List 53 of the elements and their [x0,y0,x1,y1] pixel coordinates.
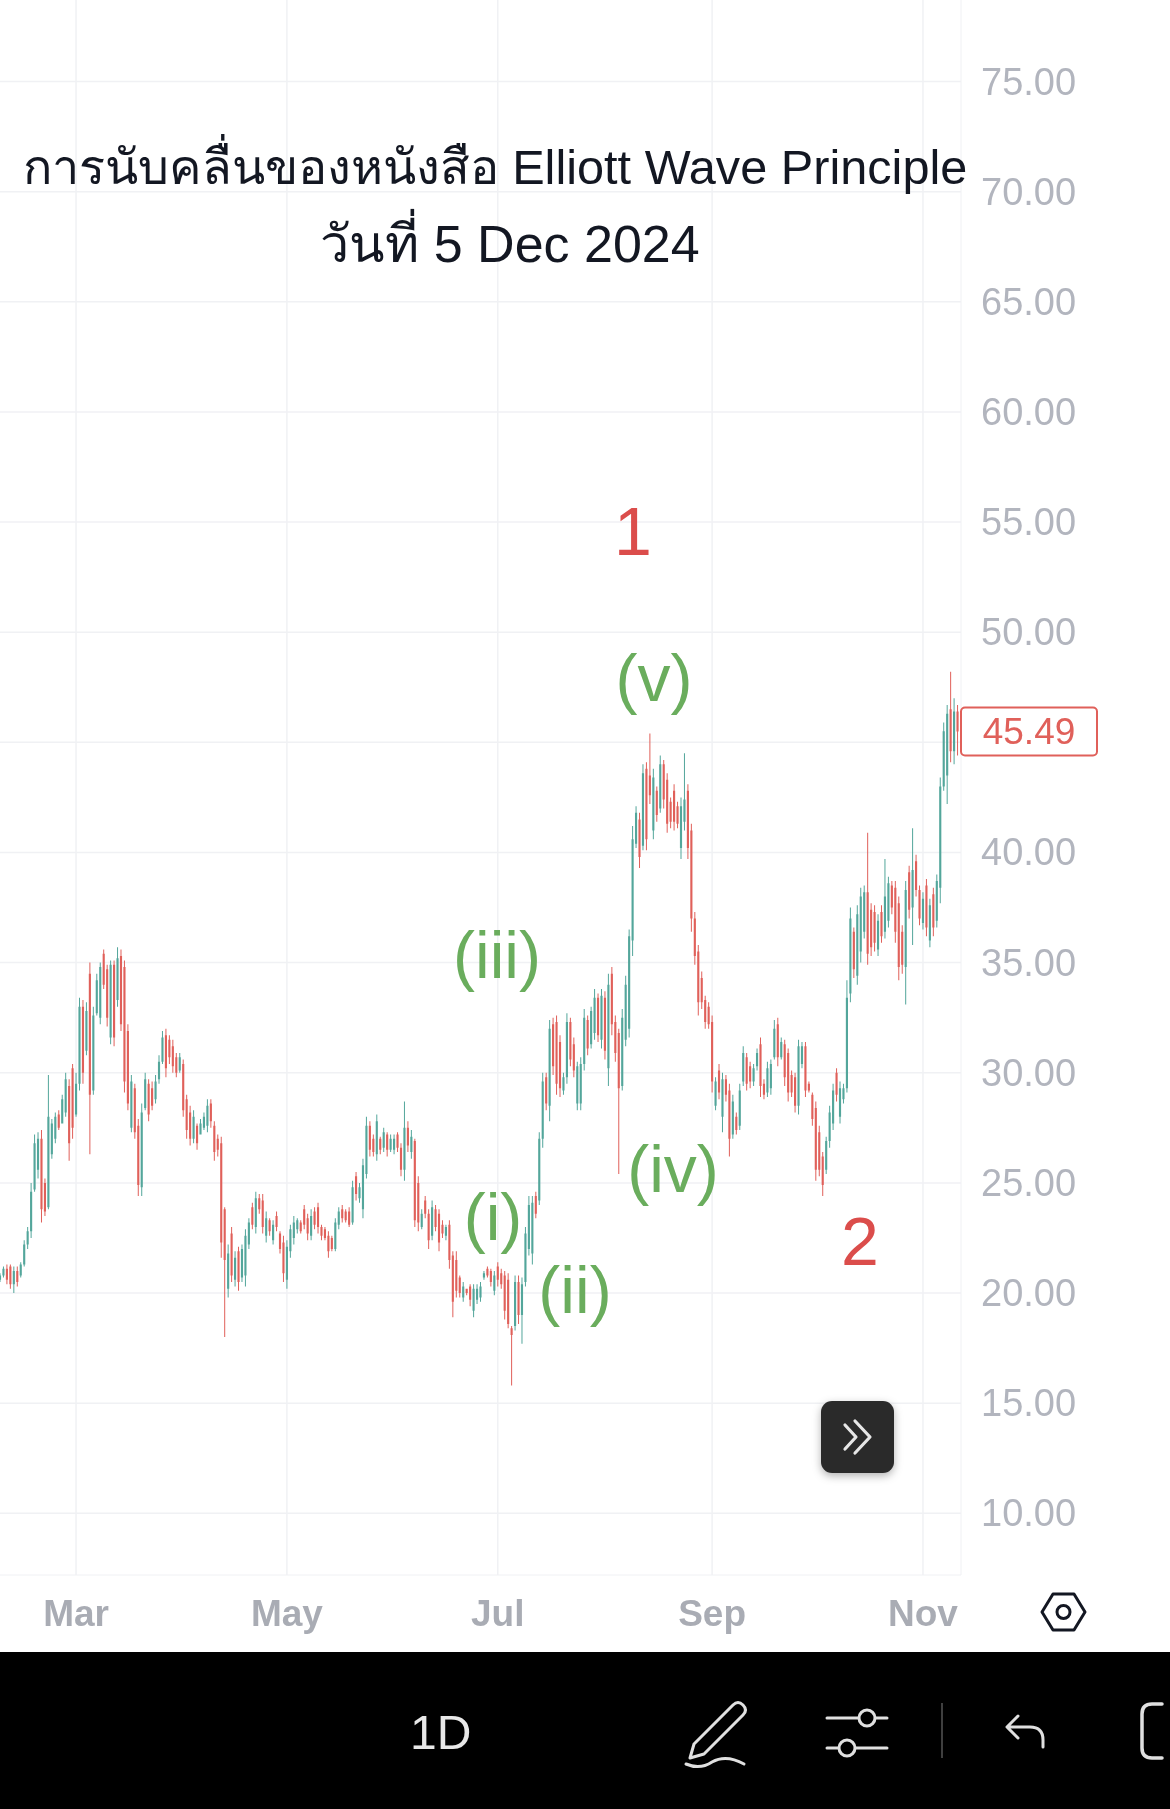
y-tick-label: 75.00 [981,60,1077,103]
candlestick [275,1211,278,1232]
y-tick-label: 60.00 [981,390,1077,433]
x-tick-label: Sep [678,1592,747,1634]
candlestick [797,1039,800,1115]
y-tick-label: 25.00 [981,1161,1077,1204]
annotation: 1 [614,493,652,569]
candlestick [714,1077,717,1111]
y-tick-label: 50.00 [981,611,1077,654]
text: การนับคลื่นของหนังสือ Elliott Wave Principle [22,134,968,194]
annotation: (ii) [538,1253,612,1327]
candlestick [721,1072,724,1133]
candlestick [2,1266,5,1278]
candlestick [804,1041,807,1097]
price-label: 45.49 [960,706,1098,757]
candlestick [759,1037,762,1097]
y-tick-label: 20.00 [981,1272,1077,1315]
x-tick-label: Jul [471,1592,525,1634]
y-tick-label: 15.00 [981,1382,1077,1425]
candlestick [116,947,119,1007]
annotation: 2 [841,1203,879,1279]
candlestick [835,1068,838,1102]
candlestick [600,989,603,1049]
x-tick-label: Mar [43,1592,109,1634]
candlestick [517,1275,520,1324]
annotation: (v) [615,641,693,715]
annotation: 45.49 [982,711,1076,753]
candlestick [956,704,959,756]
candlestick [638,812,641,868]
candlestick [925,878,928,937]
y-tick-label: 30.00 [981,1051,1077,1094]
candlestick [40,1130,43,1223]
text: วันที่ 5 Dec 2024 [320,208,700,273]
y-tick-label: 55.00 [981,501,1077,544]
candlestick [479,1282,482,1302]
x-tick-label: Nov [888,1592,959,1634]
x-tick-label: May [250,1592,324,1634]
y-tick-label: 70.00 [981,170,1077,213]
annotation: (iii) [453,918,541,992]
y-tick-label: 35.00 [981,941,1077,984]
candlestick [403,1101,406,1181]
candlestick [555,1015,558,1095]
y-tick-label: 40.00 [981,831,1077,874]
candlestick [154,1074,157,1104]
candlestick [237,1246,240,1291]
annotation: (i) [463,1180,523,1254]
candlestick [880,905,883,943]
text: 1D [410,1705,472,1759]
y-tick-label: 65.00 [981,280,1077,323]
y-tick-label: 10.00 [981,1492,1077,1535]
candlestick [510,1326,513,1386]
candlestick [282,1235,285,1283]
annotation: (iv) [627,1132,719,1206]
